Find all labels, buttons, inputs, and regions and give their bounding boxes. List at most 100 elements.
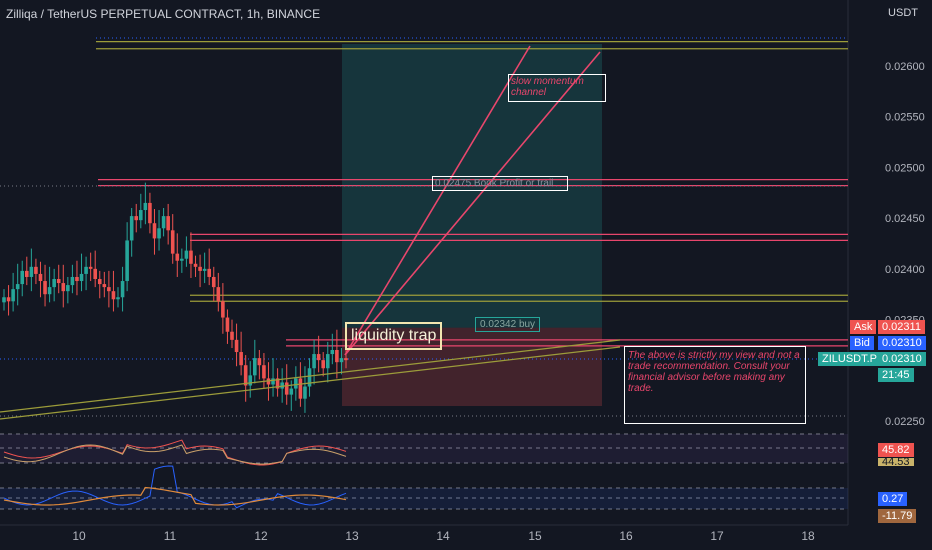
momentum-line-steep <box>344 45 531 356</box>
candle-body <box>316 354 321 361</box>
x-tick-label: 10 <box>72 529 86 543</box>
candle-body <box>47 287 52 295</box>
candle-body <box>307 368 312 387</box>
y-tick-label: 0.02250 <box>885 416 925 428</box>
indicator1-value: 45.82 <box>878 443 914 457</box>
candle-body <box>157 228 161 239</box>
candle-body <box>143 202 148 211</box>
candle-body <box>225 317 230 332</box>
chart-title: Zilliqa / TetherUS PERPETUAL CONTRACT, 1… <box>6 7 321 21</box>
candle-body <box>125 240 129 282</box>
candle-body <box>161 216 166 229</box>
candle-body <box>248 375 253 386</box>
candle-body <box>271 378 275 385</box>
candle-body <box>29 266 34 277</box>
candle-body <box>61 283 66 292</box>
candle-body <box>234 339 239 353</box>
candle-body <box>120 281 125 298</box>
y-tick-label: 0.02600 <box>885 61 925 73</box>
candle-body <box>289 388 294 395</box>
candle-body <box>70 276 75 286</box>
candle-body <box>175 253 180 261</box>
indicator1-value2: 44.53 <box>878 458 914 466</box>
candle-body <box>243 365 248 386</box>
x-tick-label: 14 <box>436 529 450 543</box>
ind2-bg <box>0 488 848 509</box>
ind1-bg <box>0 434 848 463</box>
candle-body <box>38 273 43 282</box>
candle-body <box>6 297 11 302</box>
candle-body <box>211 276 216 288</box>
x-tick-label: 16 <box>619 529 633 543</box>
candle-body <box>262 365 266 379</box>
candle-body <box>198 266 202 271</box>
target-note[interactable]: 0.02475 Book Profit or trail <box>432 176 568 191</box>
candle-body <box>280 382 284 389</box>
candle-body <box>88 266 93 269</box>
candle-body <box>339 358 344 363</box>
candle-body <box>221 301 225 318</box>
x-tick-label: 15 <box>528 529 542 543</box>
candle-body <box>79 273 84 282</box>
candle-body <box>321 360 325 369</box>
entry-price: 0.02342 <box>480 319 517 330</box>
candle-body <box>20 270 25 285</box>
last-price: 0.02310 <box>878 352 926 366</box>
candle-body <box>180 258 184 261</box>
candle-body <box>52 279 56 288</box>
y-tick-label: 0.02400 <box>885 264 925 276</box>
momentum-note[interactable]: slow momentum channel <box>508 74 606 102</box>
candle-body <box>2 297 6 303</box>
candle-body <box>294 378 298 389</box>
candle-body <box>312 354 316 369</box>
candle-body <box>184 250 189 259</box>
candle-body <box>202 268 207 271</box>
candle-body <box>111 291 116 300</box>
candle-body <box>344 358 348 361</box>
x-tick-label: 11 <box>164 529 177 543</box>
candle-body <box>325 354 330 369</box>
x-tick-label: 18 <box>801 529 815 543</box>
candle-body <box>275 378 280 389</box>
candle-body <box>43 281 47 295</box>
candle-body <box>93 268 97 279</box>
candle-body <box>66 285 70 292</box>
countdown: 21:45 <box>878 368 914 382</box>
candle-body <box>139 210 143 221</box>
bid-value: 0.02310 <box>878 336 926 350</box>
entry-price-label[interactable]: 0.02342 buy <box>475 317 541 332</box>
channel-line-lower <box>0 346 621 420</box>
candle-body <box>25 270 29 277</box>
candle-body <box>230 331 234 340</box>
candle-body <box>56 279 61 284</box>
indicator2-value2: -11.79 <box>878 509 917 523</box>
disclaimer-note[interactable]: The above is strictly my view and not a … <box>624 346 806 424</box>
entry-side: buy <box>518 319 536 330</box>
x-tick-label: 17 <box>710 529 724 543</box>
candle-body <box>253 358 257 376</box>
candle-body <box>284 382 289 395</box>
candle-body <box>257 358 262 366</box>
candle-body <box>170 230 175 254</box>
candle-body <box>216 287 221 302</box>
candle-body <box>148 202 152 224</box>
ind2-line <box>3 465 347 509</box>
y-tick-label: 0.02500 <box>885 162 925 174</box>
candle-body <box>84 266 88 274</box>
symbol-label[interactable]: ZILUSDT.P <box>818 352 882 366</box>
momentum-line-slow <box>344 51 601 356</box>
candle-body <box>303 386 307 399</box>
candle-body <box>34 266 38 274</box>
ind1-signal <box>3 444 347 465</box>
candle-body <box>116 297 120 300</box>
candle-body <box>75 276 79 282</box>
currency-label: USDT <box>888 7 918 19</box>
y-tick-label: 0.02450 <box>885 213 925 225</box>
liquidity-trap-label[interactable]: liquidity trap <box>345 322 443 350</box>
candle-body <box>15 284 20 290</box>
candle-body <box>11 289 15 302</box>
candle-body <box>97 279 102 285</box>
ask-value: 0.02311 <box>878 320 925 334</box>
